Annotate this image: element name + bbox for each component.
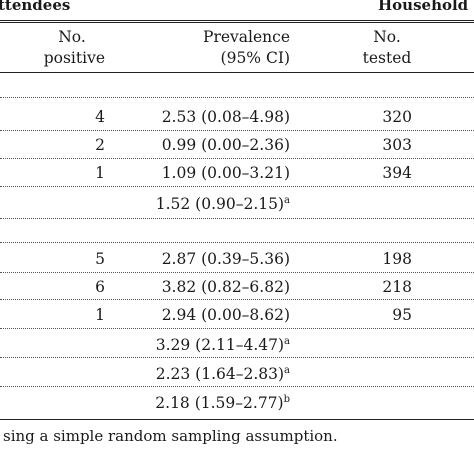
- cell-no-tested: 218: [382, 278, 412, 296]
- row-rule: [0, 218, 474, 219]
- column-header-prevalence-line1: Prevalence: [203, 28, 290, 46]
- prevalence-value: 0.99 (0.00–2.36): [161, 136, 290, 154]
- group-rule-double: [0, 22, 474, 23]
- cell-prevalence: 2.23 (1.64–2.83)a: [156, 364, 290, 384]
- group-heading-households: Household: [378, 0, 469, 14]
- cell-prevalence: 2.53 (0.08–4.98): [162, 107, 290, 127]
- cell-no-positive: 1: [95, 164, 105, 182]
- row-rule: [0, 328, 474, 329]
- row-rule: [0, 186, 474, 187]
- column-header-no-positive-line2: positive: [43, 49, 105, 67]
- cell-prevalence: 3.29 (2.11–4.47)a: [156, 335, 290, 355]
- group-heading-attendees: ttendees: [0, 0, 71, 14]
- cell-no-tested: 198: [382, 250, 412, 268]
- column-header-prevalence-line2: (95% CI): [220, 49, 290, 67]
- prevalence-value: 1.52 (0.90–2.15): [155, 195, 285, 213]
- table-footnote: sing a simple random sampling assumption…: [3, 427, 338, 445]
- footnote-marker: a: [284, 195, 290, 206]
- cell-prevalence: 1.52 (0.90–2.15)a: [156, 194, 290, 214]
- cell-no-tested: 394: [382, 164, 412, 182]
- column-header-no-tested: No. tested: [352, 27, 422, 69]
- footnote-marker: b: [283, 394, 290, 405]
- cell-prevalence: 2.87 (0.39–5.36): [162, 249, 290, 269]
- column-header-no-positive-line1: No.: [58, 28, 86, 46]
- table-bottom-rule: [0, 419, 474, 420]
- prevalence-value: 2.87 (0.39–5.36): [161, 250, 290, 268]
- cell-no-positive: 4: [95, 108, 105, 126]
- cell-prevalence: 2.18 (1.59–2.77)b: [155, 393, 290, 413]
- column-header-no-tested-line1: No.: [373, 28, 401, 46]
- header-rule: [0, 72, 474, 73]
- row-rule: [0, 158, 474, 159]
- cell-no-positive: 2: [95, 136, 105, 154]
- footnote-marker: a: [284, 365, 290, 376]
- cell-prevalence: 2.94 (0.00–8.62): [162, 305, 290, 325]
- prevalence-value: 2.53 (0.08–4.98): [161, 108, 290, 126]
- prevalence-value: 3.29 (2.11–4.47): [155, 336, 285, 354]
- cell-no-tested: 95: [392, 306, 412, 324]
- prevalence-value: 2.94 (0.00–8.62): [161, 306, 290, 324]
- prevalence-value: 2.18 (1.59–2.77): [155, 394, 284, 412]
- cell-no-tested: 320: [382, 108, 412, 126]
- column-header-no-positive: No. positive: [25, 27, 105, 69]
- column-header-prevalence: Prevalence (95% CI): [203, 27, 290, 69]
- row-rule: [0, 272, 474, 273]
- cell-prevalence: 1.09 (0.00–3.21): [162, 163, 290, 183]
- prevalence-value: 1.09 (0.00–3.21): [161, 164, 290, 182]
- cell-no-positive: 1: [95, 306, 105, 324]
- footnote-marker: a: [284, 336, 290, 347]
- cell-no-positive: 5: [95, 250, 105, 268]
- row-rule: [0, 386, 474, 387]
- prevalence-value: 3.82 (0.82–6.82): [161, 278, 290, 296]
- cell-no-positive: 6: [95, 278, 105, 296]
- group-rule: [0, 20, 474, 21]
- section-rule: [0, 97, 474, 98]
- row-rule: [0, 299, 474, 300]
- row-rule: [0, 130, 474, 131]
- prevalence-value: 2.23 (1.64–2.83): [155, 365, 285, 383]
- section-rule: [0, 242, 474, 243]
- cell-no-tested: 303: [382, 136, 412, 154]
- cell-prevalence: 3.82 (0.82–6.82): [162, 277, 290, 297]
- cell-prevalence: 0.99 (0.00–2.36): [162, 135, 290, 155]
- row-rule: [0, 357, 474, 358]
- column-header-no-tested-line2: tested: [362, 49, 412, 67]
